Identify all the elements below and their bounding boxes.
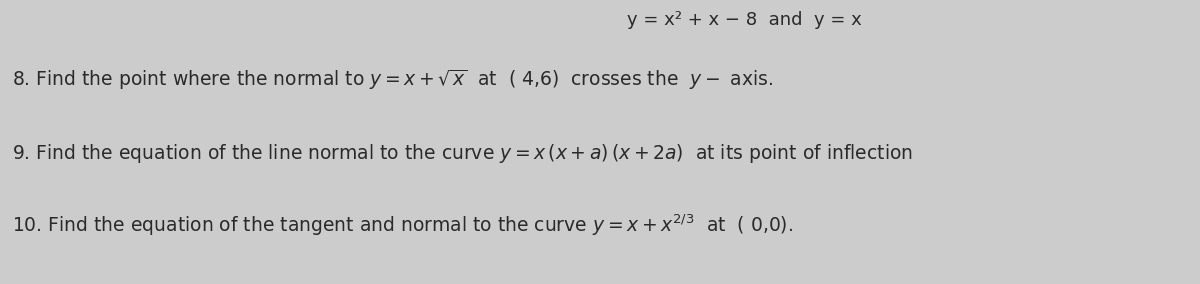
Text: 8. Find the point where the normal to $y = x + \sqrt{x}$  at  ( 4,6)  crosses th: 8. Find the point where the normal to $y… (12, 68, 773, 92)
Text: 10. Find the equation of the tangent and normal to the curve $y = x + x^{2/3}$  : 10. Find the equation of the tangent and… (12, 213, 793, 239)
Text: 9. Find the equation of the line normal to the curve $y = x\,(x + a)\,(x + 2a)$ : 9. Find the equation of the line normal … (12, 142, 913, 165)
Text: y = x² + x − 8  and  y = x: y = x² + x − 8 and y = x (626, 11, 862, 29)
